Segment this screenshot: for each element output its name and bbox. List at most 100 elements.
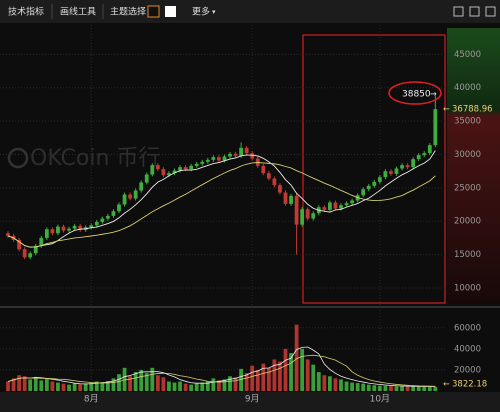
volume-bar — [278, 361, 282, 391]
candle-body — [294, 195, 299, 225]
theme-dark[interactable] — [147, 5, 160, 18]
toolbar-button[interactable]: 画线工具 — [60, 6, 96, 18]
candle-body — [222, 156, 227, 161]
candle-body — [28, 253, 33, 258]
volume-bar — [266, 367, 271, 391]
candle-body — [200, 161, 205, 164]
toolbar-more[interactable]: 更多 — [192, 6, 210, 18]
volume-bar — [400, 386, 404, 391]
candle-body — [178, 167, 182, 171]
vol-ma-slow — [7, 354, 436, 387]
icon[interactable] — [453, 6, 464, 17]
volume-bar — [205, 381, 210, 391]
volume-bar — [217, 380, 221, 391]
y-tick-label: 15000 — [454, 250, 481, 260]
volume-bar — [128, 376, 132, 391]
volume-bar — [211, 378, 216, 391]
volume-bar — [144, 373, 149, 391]
candle-body — [217, 157, 221, 161]
candle-body — [400, 165, 404, 169]
x-tick-label: 8月 — [84, 394, 99, 405]
candle-body — [78, 225, 83, 230]
volume-bar — [355, 383, 360, 391]
candle-body — [411, 159, 416, 168]
volume-bar — [111, 378, 116, 391]
theme-light[interactable] — [165, 6, 176, 17]
vol-ma-fast — [7, 346, 436, 387]
volume-bar — [194, 383, 199, 391]
dropdown-arrow[interactable]: ▾ — [212, 8, 216, 16]
volume-bar — [422, 386, 427, 391]
volume-bar — [61, 383, 66, 391]
volume-bar — [178, 381, 182, 391]
volume-bar — [172, 382, 177, 391]
candle-body — [289, 195, 293, 204]
candle-body — [422, 153, 427, 156]
candle-body — [133, 190, 138, 199]
y-tick-label: 30000 — [454, 150, 481, 160]
volume-bar — [11, 378, 16, 391]
volume-bar — [39, 380, 44, 391]
candle-body — [22, 249, 27, 258]
candle-body — [139, 182, 144, 191]
volume-bar — [222, 379, 227, 391]
volume-bar — [305, 359, 310, 391]
volume-bar — [161, 377, 166, 391]
depth-area — [447, 28, 500, 303]
candle-body — [150, 165, 155, 175]
candle-body — [389, 171, 393, 174]
candle-body — [261, 165, 266, 174]
candle-body — [33, 245, 38, 254]
candle-body — [194, 163, 199, 166]
volume-bar — [50, 381, 55, 391]
volume-bar — [316, 372, 321, 391]
candle-body — [183, 167, 188, 170]
toolbar — [0, 0, 500, 23]
volume-bar — [377, 385, 382, 391]
volume-bar — [433, 386, 438, 391]
candle-body — [17, 239, 21, 250]
toolbar-button[interactable]: 主题选择 — [110, 6, 146, 18]
candle-body — [6, 233, 10, 236]
candle-body — [72, 225, 77, 229]
candle-body — [283, 192, 288, 204]
volume-bar — [78, 384, 83, 391]
candle-body — [344, 203, 349, 206]
candle-body — [172, 170, 177, 174]
y-tick-label: 45000 — [454, 50, 481, 60]
volume-bar — [411, 386, 416, 391]
volume-bar — [416, 386, 421, 391]
volume-bar — [311, 364, 316, 391]
candle-body — [300, 209, 305, 225]
volume-bar — [283, 348, 288, 391]
candle-body — [117, 204, 121, 212]
volume-bar — [289, 353, 293, 391]
icon[interactable] — [485, 6, 496, 17]
candle-body — [311, 213, 316, 219]
candle-body — [161, 169, 166, 176]
y-tick-label: 35000 — [454, 117, 481, 127]
icon[interactable] — [469, 6, 480, 17]
last-price-arrow: ← — [443, 105, 450, 114]
candle-body — [372, 181, 377, 186]
volume-bar — [155, 375, 160, 391]
candle-body — [106, 215, 110, 219]
volume-bar — [200, 382, 205, 391]
volume-bar — [28, 379, 33, 391]
candle-body — [205, 159, 210, 162]
volume-bar — [405, 386, 410, 391]
toolbar-button[interactable]: 技术指标 — [8, 6, 44, 18]
volume-bar — [427, 386, 432, 391]
volume-bar — [183, 383, 188, 391]
candle-body — [305, 209, 310, 219]
candle-body — [366, 185, 371, 190]
volume-bar — [67, 384, 71, 391]
annotation: 38850 — [402, 90, 431, 100]
volume-bar — [33, 377, 38, 391]
volume-bar — [272, 359, 277, 391]
candle-body — [250, 153, 255, 159]
candle-body — [89, 225, 94, 228]
volume-bar — [44, 378, 49, 391]
volume-bar — [22, 376, 27, 391]
